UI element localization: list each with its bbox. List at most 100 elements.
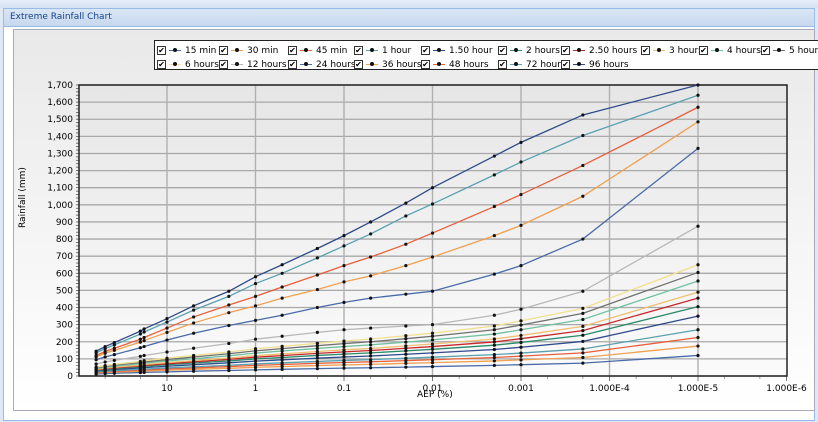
series-marker-icon — [573, 46, 585, 55]
data-point — [404, 352, 408, 356]
legend-checkbox[interactable]: ✔ — [219, 46, 228, 55]
data-point — [315, 349, 319, 354]
series-marker-icon — [366, 60, 378, 69]
data-point — [430, 323, 435, 327]
data-point — [227, 294, 231, 299]
data-point — [112, 353, 116, 357]
data-point — [103, 344, 107, 349]
legend-checkbox[interactable]: ✔ — [561, 60, 570, 69]
legend-checkbox[interactable]: ✔ — [699, 46, 708, 55]
legend-checkbox[interactable]: ✔ — [421, 60, 430, 69]
data-point — [404, 292, 408, 296]
legend-item[interactable]: ✔ 2.50 hours — [561, 44, 637, 57]
legend-item[interactable]: ✔ 1.50 hour — [421, 44, 493, 57]
data-point — [315, 344, 319, 348]
series-marker-icon — [711, 46, 723, 55]
data-point — [280, 271, 284, 275]
legend-item[interactable]: ✔ 30 min — [219, 44, 278, 57]
data-point — [430, 255, 435, 259]
data-point — [165, 356, 169, 360]
data-point — [315, 363, 319, 368]
legend-item[interactable]: ✔ 3 hours — [641, 44, 703, 57]
data-point — [430, 347, 435, 351]
data-point — [404, 340, 408, 344]
data-point — [192, 353, 196, 358]
legend-item[interactable]: ✔ 72 hours — [498, 58, 566, 69]
legend-checkbox[interactable]: ✔ — [157, 60, 166, 69]
legend-checkbox[interactable]: ✔ — [561, 46, 570, 55]
data-point — [192, 304, 196, 308]
legend-label: 12 hours — [247, 59, 287, 70]
legend-label: 6 hours — [185, 59, 219, 70]
series-marker-icon — [169, 60, 181, 69]
data-point — [430, 364, 435, 369]
data-point — [369, 296, 373, 300]
data-point — [519, 333, 523, 338]
series-marker-icon — [510, 60, 522, 69]
data-point — [315, 367, 319, 371]
y-tick-label: 1,300 — [47, 149, 73, 159]
data-point — [492, 353, 496, 357]
data-point — [315, 359, 319, 364]
legend-item[interactable]: ✔ 4 hours — [699, 44, 761, 57]
data-point — [430, 334, 435, 338]
legend-checkbox[interactable]: ✔ — [354, 46, 363, 55]
legend-item[interactable]: ✔ 15 min — [157, 44, 216, 57]
data-point — [492, 173, 496, 177]
data-point — [253, 351, 258, 355]
data-point — [315, 273, 319, 277]
legend-checkbox[interactable]: ✔ — [761, 46, 770, 55]
x-tick-label: 0.001 — [508, 384, 534, 394]
data-point — [142, 327, 146, 331]
legend-item[interactable]: ✔ 96 hours — [561, 58, 629, 69]
data-point — [581, 306, 585, 310]
x-tick-label: 0.1 — [337, 384, 351, 394]
data-point — [342, 363, 346, 367]
legend-item[interactable]: ✔ 6 hours — [157, 58, 219, 70]
y-tick-label: 500 — [56, 286, 73, 296]
y-tick-label: 300 — [56, 321, 73, 331]
legend-checkbox[interactable]: ✔ — [498, 60, 507, 69]
legend-checkbox[interactable]: ✔ — [498, 46, 507, 55]
series-marker-icon — [231, 46, 243, 55]
series-marker-icon — [433, 46, 445, 55]
legend-checkbox[interactable]: ✔ — [288, 46, 297, 55]
data-point — [227, 356, 231, 360]
data-point — [519, 354, 523, 358]
legend-checkbox[interactable]: ✔ — [421, 46, 430, 55]
legend-item[interactable]: ✔ 12 hours — [219, 58, 287, 70]
legend-item[interactable]: ✔ 5 hours — [761, 44, 818, 57]
legend-item[interactable]: ✔ 24 hours — [288, 58, 356, 69]
data-point — [404, 263, 408, 268]
data-point — [103, 360, 107, 364]
data-point — [696, 344, 700, 348]
x-tick-label: 0.01 — [422, 384, 442, 394]
data-point — [369, 274, 373, 278]
data-point — [581, 333, 585, 337]
data-point — [94, 362, 98, 366]
data-point — [430, 331, 435, 335]
data-point — [369, 343, 373, 347]
data-point — [492, 359, 496, 363]
legend-item[interactable]: ✔ 36 hours — [354, 58, 422, 69]
legend-item[interactable]: ✔ 2 hours — [498, 44, 560, 57]
data-point — [404, 214, 408, 218]
data-point — [369, 366, 373, 370]
data-point — [342, 280, 346, 284]
data-point — [696, 328, 700, 332]
legend-checkbox[interactable]: ✔ — [157, 46, 166, 55]
legend-checkbox[interactable]: ✔ — [219, 60, 228, 69]
legend-checkbox[interactable]: ✔ — [354, 60, 363, 69]
legend-item[interactable]: ✔ 45 min — [288, 44, 347, 57]
data-point — [369, 354, 373, 358]
legend-label: 1.50 hour — [449, 45, 493, 56]
legend-checkbox[interactable]: ✔ — [288, 60, 297, 69]
data-point — [138, 329, 142, 333]
legend-item[interactable]: ✔ 48 hours — [421, 58, 489, 69]
data-point — [227, 363, 231, 367]
data-point — [581, 237, 585, 241]
legend-checkbox[interactable]: ✔ — [641, 46, 650, 55]
legend-item[interactable]: ✔ 1 hour — [354, 44, 411, 57]
data-point — [227, 341, 231, 346]
data-point — [492, 343, 496, 347]
